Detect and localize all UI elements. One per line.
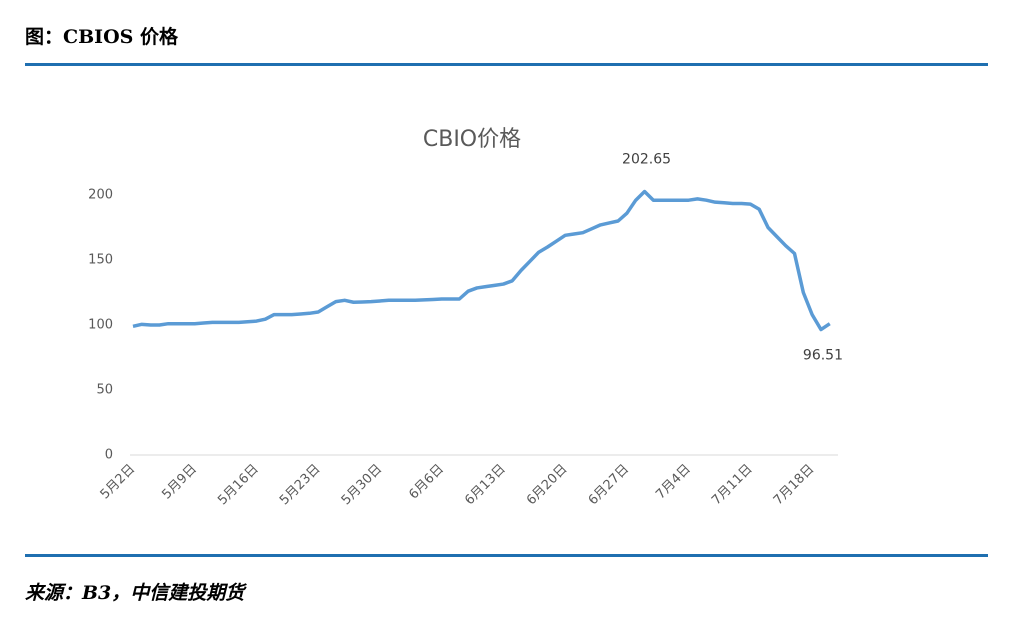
x-tick-label: 5月16日 bbox=[215, 462, 262, 509]
bottom-rule bbox=[25, 554, 988, 557]
y-tick-label: 200 bbox=[88, 188, 113, 203]
y-tick-label: 0 bbox=[105, 448, 113, 463]
x-tick-label: 7月18日 bbox=[771, 462, 818, 509]
x-tick-label: 7月11日 bbox=[709, 462, 756, 509]
data-label: 96.51 bbox=[803, 348, 843, 364]
x-tick-label: 5月30日 bbox=[339, 462, 386, 509]
price-line bbox=[132, 189, 831, 332]
x-tick-label: 6月13日 bbox=[462, 462, 509, 509]
x-tick-label: 6月20日 bbox=[524, 462, 571, 509]
figure-caption: 图：CBIOS 价格 bbox=[25, 26, 178, 48]
source-note: 来源：B3，中信建投期货 bbox=[25, 582, 245, 604]
x-tick-label: 6月27日 bbox=[586, 462, 633, 509]
top-rule bbox=[25, 63, 988, 66]
data-label: 202.65 bbox=[622, 152, 671, 168]
x-tick-label: 7月4日 bbox=[653, 462, 694, 503]
x-tick-label: 6月6日 bbox=[406, 462, 447, 503]
x-tick-label: 5月9日 bbox=[159, 462, 200, 503]
x-tick-label: 5月2日 bbox=[98, 462, 139, 503]
y-tick-label: 50 bbox=[96, 383, 113, 398]
y-tick-label: 150 bbox=[88, 253, 113, 268]
x-tick-label: 5月23日 bbox=[277, 462, 324, 509]
y-tick-label: 100 bbox=[88, 318, 113, 333]
chart-title: CBIO价格 bbox=[423, 127, 521, 152]
